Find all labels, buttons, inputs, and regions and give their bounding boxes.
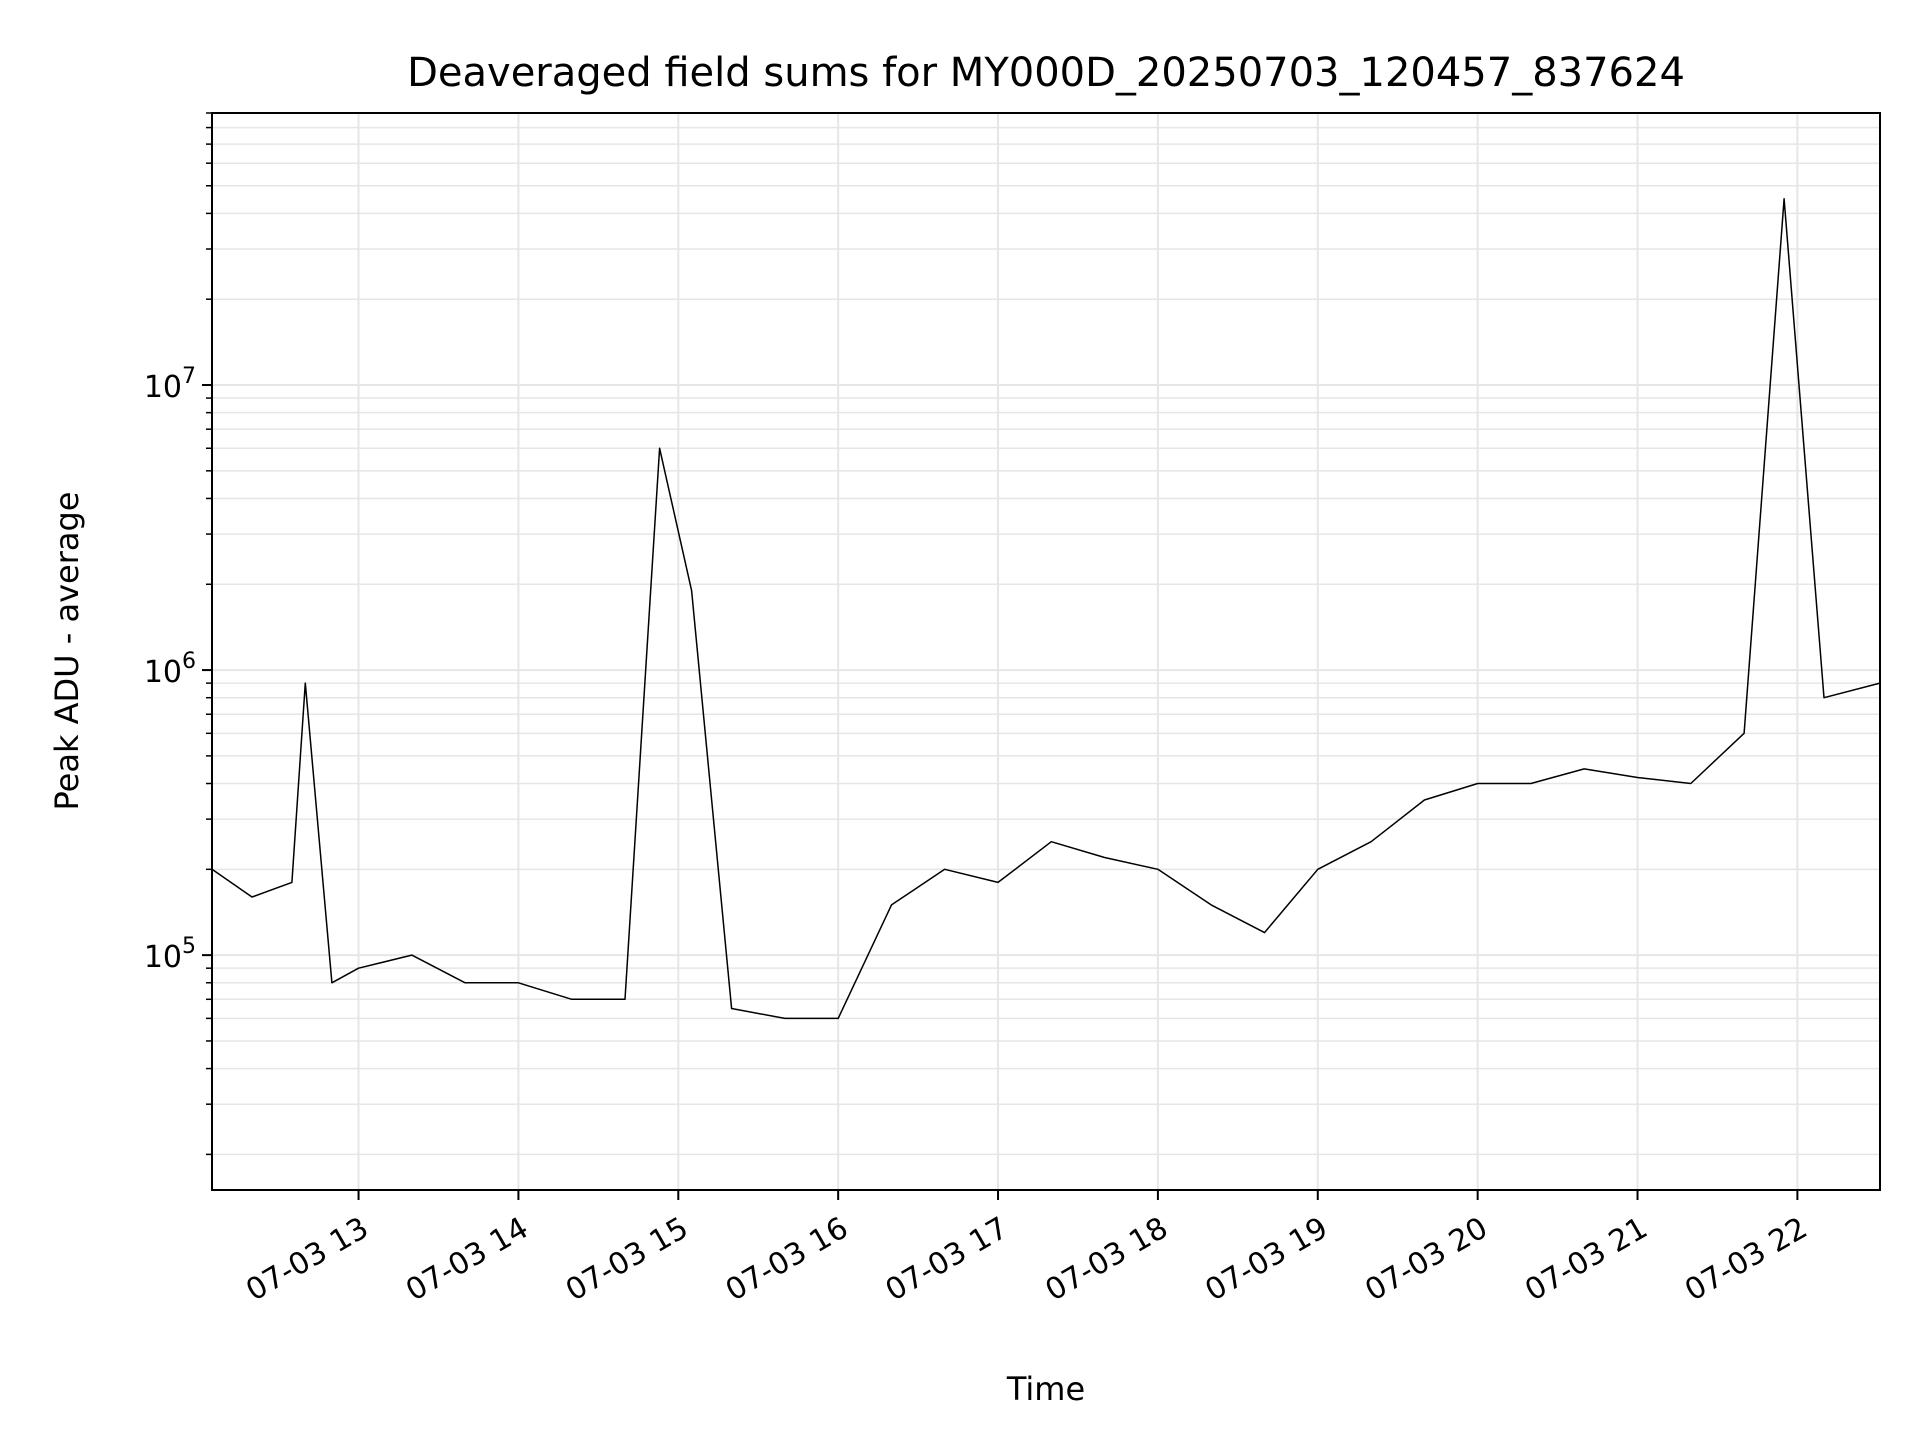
y-axis-label: Peak ADU - average: [48, 492, 86, 811]
x-tick-label: 07-03 14: [400, 1211, 534, 1309]
chart-title: Deaveraged field sums for MY000D_2025070…: [407, 50, 1685, 96]
y-tick-label: 107: [144, 364, 196, 405]
x-tick-label: 07-03 13: [240, 1211, 374, 1309]
x-tick-label: 07-03 19: [1199, 1211, 1333, 1309]
plot-frame: [211, 112, 1881, 1191]
x-tick-label: 07-03 21: [1519, 1211, 1653, 1309]
x-axis-label: Time: [1006, 1370, 1085, 1408]
series-line-layer: [211, 198, 1881, 1020]
x-tick-label: 07-03 22: [1679, 1211, 1813, 1309]
y-axis-ticks: 105 106 107: [144, 112, 212, 1156]
x-tick-label: 07-03 15: [560, 1211, 694, 1309]
x-tick-label: 07-03 16: [720, 1211, 854, 1309]
x-tick-label: 07-03 18: [1040, 1211, 1174, 1309]
series-line: [211, 198, 1881, 1020]
x-tick-label: 07-03 20: [1359, 1211, 1493, 1309]
x-axis-ticks: 07-03 13 07-03 14 07-03 15 07-03 16 07-03 17…: [240, 1190, 1813, 1308]
y-tick-label: 105: [144, 934, 196, 975]
y-tick-label: 106: [144, 649, 196, 690]
x-tick-label: 07-03 17: [880, 1211, 1014, 1309]
grid: [212, 112, 1880, 1190]
